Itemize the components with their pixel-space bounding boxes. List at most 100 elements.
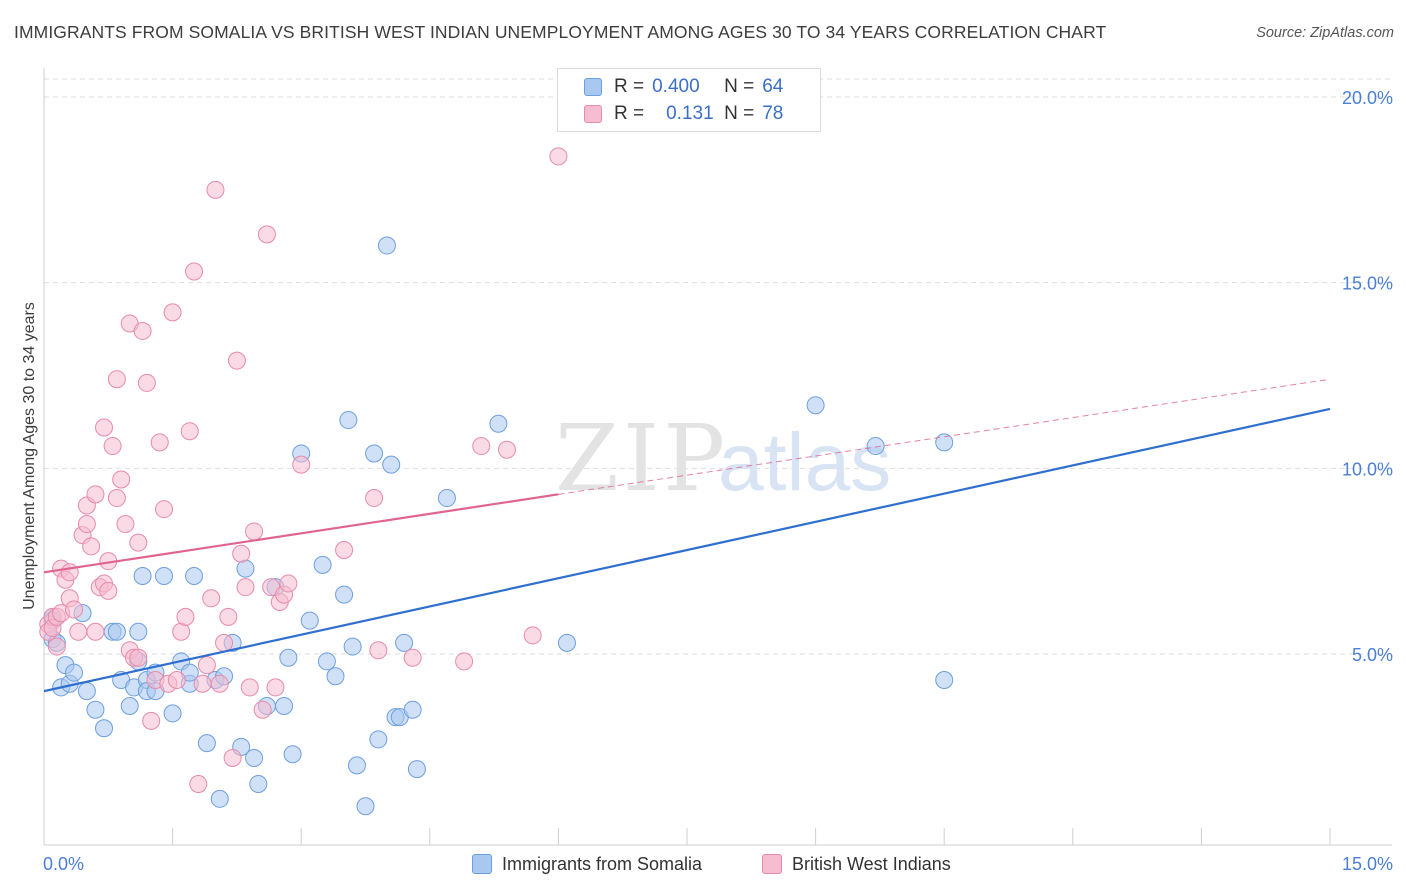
bwi-point-51 xyxy=(206,180,225,199)
somalia-point-69 xyxy=(935,670,954,689)
bwi-point-59 xyxy=(240,678,259,697)
somalia-point-13 xyxy=(107,622,126,641)
somalia-point-55 xyxy=(369,730,388,749)
y-tick-label-5: 5.0% xyxy=(1352,645,1393,665)
data-points xyxy=(39,147,954,816)
somalia-point-38 xyxy=(249,774,268,793)
somalia-point-18 xyxy=(129,622,148,641)
watermark-zip: ZIP xyxy=(555,405,729,512)
somalia-point-61 xyxy=(403,700,422,719)
somalia-point-67 xyxy=(866,437,885,456)
bwi-point-48 xyxy=(193,674,212,693)
bwi-point-39 xyxy=(155,500,174,519)
somalia-n-value: 64 xyxy=(762,76,784,97)
bwi-point-75 xyxy=(497,440,516,459)
somalia-point-60 xyxy=(395,633,414,652)
bwi-point-28 xyxy=(116,515,135,534)
bwi-point-71 xyxy=(369,641,388,660)
bwi-point-33 xyxy=(129,533,148,552)
somalia-point-25 xyxy=(163,704,182,723)
bwi-point-54 xyxy=(219,607,238,626)
legend-bwi-label: British West Indians xyxy=(792,853,951,874)
bwi-swatch xyxy=(584,105,602,123)
bwi-point-47 xyxy=(189,774,208,793)
y-tick-label-15: 15.0% xyxy=(1342,274,1393,294)
bwi-r-value: 0.131 xyxy=(666,103,714,124)
legend-somalia-label: Immigrants from Somalia xyxy=(502,853,703,874)
bwi-point-49 xyxy=(197,656,216,675)
bwi-point-67 xyxy=(279,574,298,593)
bwi-point-16 xyxy=(82,537,101,556)
bwi-point-44 xyxy=(176,607,195,626)
tick-labels: 5.0% 10.0% 15.0% 20.0% 0.0% 15.0% xyxy=(43,88,1393,874)
bwi-point-36 xyxy=(142,711,161,730)
somalia-point-51 xyxy=(343,637,362,656)
bwi-point-24 xyxy=(103,437,122,456)
watermark: ZIP atlas xyxy=(555,405,891,512)
bwi-point-74 xyxy=(472,437,491,456)
somalia-point-54 xyxy=(365,444,384,463)
bwi-point-73 xyxy=(455,652,474,671)
legend-bwi-swatch xyxy=(762,854,782,874)
somalia-point-9 xyxy=(77,682,96,701)
somalia-point-47 xyxy=(317,652,336,671)
bwi-point-50 xyxy=(202,589,221,608)
somalia-point-30 xyxy=(197,734,216,753)
bwi-point-17 xyxy=(86,485,105,504)
bwi-n-value: 78 xyxy=(762,103,784,124)
somalia-point-7 xyxy=(65,663,84,682)
chart-title: IMMIGRANTS FROM SOMALIA VS BRITISH WEST … xyxy=(14,22,1107,42)
somalia-point-42 xyxy=(279,648,298,667)
trend-lines xyxy=(43,378,1331,693)
somalia-point-11 xyxy=(95,719,114,738)
bwi-point-22 xyxy=(99,581,118,600)
somalia-point-63 xyxy=(437,489,456,508)
bwi-point-34 xyxy=(133,321,152,340)
bwi-point-32 xyxy=(129,648,148,667)
bwi-point-18 xyxy=(86,622,105,641)
bwi-point-68 xyxy=(292,455,311,474)
legend-item-bwi: British West Indians xyxy=(762,852,951,876)
bwi-point-35 xyxy=(137,373,156,392)
somalia-point-43 xyxy=(283,745,302,764)
somalia-point-68 xyxy=(935,433,954,452)
somalia-point-62 xyxy=(407,760,426,779)
somalia-point-52 xyxy=(347,756,366,775)
somalia-point-37 xyxy=(245,748,264,767)
somalia-point-19 xyxy=(133,567,152,586)
somalia-point-29 xyxy=(185,567,204,586)
bwi-point-42 xyxy=(167,670,186,689)
somalia-r-label: R = xyxy=(614,76,645,97)
somalia-swatch xyxy=(584,78,602,96)
somalia-point-48 xyxy=(326,667,345,686)
x-tick-label-min: 0.0% xyxy=(43,854,84,874)
bwi-point-9 xyxy=(60,563,79,582)
bwi-point-57 xyxy=(232,544,251,563)
bwi-point-61 xyxy=(253,700,272,719)
somalia-point-49 xyxy=(335,585,354,604)
somalia-r-value: 0.400 xyxy=(652,76,700,97)
somalia-point-41 xyxy=(275,696,294,715)
bwi-point-52 xyxy=(210,674,229,693)
somalia-point-15 xyxy=(120,696,139,715)
source-label: Source: ZipAtlas.com xyxy=(1256,25,1394,41)
bwi-point-27 xyxy=(112,470,131,489)
y-tick-label-20: 20.0% xyxy=(1342,88,1393,108)
y-tick-label-10: 10.0% xyxy=(1342,459,1393,479)
somalia-point-64 xyxy=(489,414,508,433)
legend-row-bwi: R = 0.131 N = 78 xyxy=(584,102,783,126)
somalia-point-10 xyxy=(86,700,105,719)
bwi-point-58 xyxy=(236,578,255,597)
bwi-point-38 xyxy=(150,433,169,452)
bwi-point-41 xyxy=(163,303,182,322)
x-tick-label-max: 15.0% xyxy=(1342,854,1393,874)
bwi-point-53 xyxy=(215,633,234,652)
somalia-point-36 xyxy=(236,559,255,578)
bwi-point-45 xyxy=(180,422,199,441)
legend-somalia-swatch xyxy=(472,854,492,874)
somalia-point-65 xyxy=(557,633,576,652)
bwi-point-43 xyxy=(172,622,191,641)
bwi-point-25 xyxy=(107,489,126,508)
somalia-point-50 xyxy=(339,411,358,430)
somalia-point-66 xyxy=(806,396,825,415)
